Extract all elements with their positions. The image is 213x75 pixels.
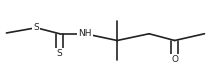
Text: S: S [57, 50, 62, 58]
Text: S: S [33, 23, 39, 32]
Text: NH: NH [78, 29, 92, 38]
Text: O: O [171, 56, 178, 64]
